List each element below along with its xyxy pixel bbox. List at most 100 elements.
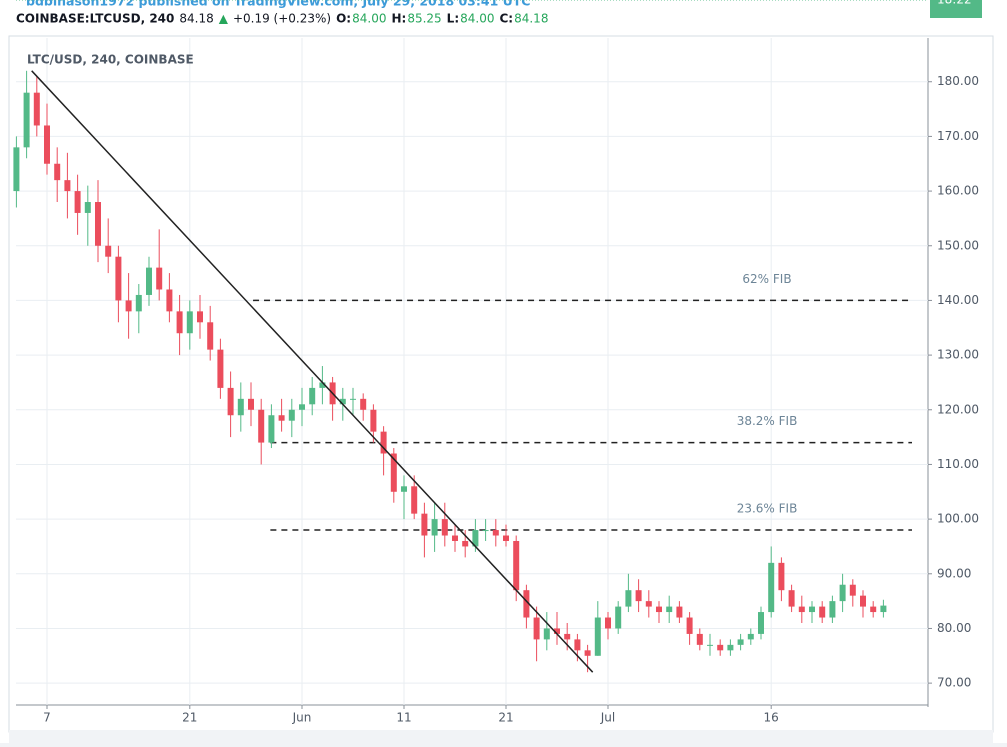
candle-body [105, 245, 112, 257]
candle-body [421, 513, 428, 536]
frame [8, 35, 994, 733]
candle-body [370, 409, 377, 432]
countdown-label: 18:22 [937, 0, 972, 7]
candle-body [146, 267, 152, 295]
candle-body [829, 601, 836, 618]
candle-body [645, 601, 652, 607]
candle-body [176, 311, 183, 334]
candle-body [462, 540, 469, 547]
candle-body [472, 530, 479, 547]
candle-body [809, 606, 815, 613]
candle-body [860, 595, 866, 607]
candle-body [727, 644, 734, 651]
candle-body [798, 606, 805, 613]
candle-body [513, 540, 520, 591]
header-arrow: ▲ [219, 12, 229, 26]
candle-body [849, 584, 856, 596]
candle-body [584, 650, 591, 656]
y-tick-label: 80.00 [937, 621, 971, 635]
fib-label: 38.2% FIB [737, 414, 798, 428]
fib-label: 23.6% FIB [737, 502, 798, 516]
header-h: 85.25 [407, 12, 441, 26]
candle-body [452, 535, 458, 541]
y-tick-label: 90.00 [937, 566, 971, 580]
candle-body [503, 535, 509, 541]
candle-body [441, 519, 448, 536]
header-l-label: L: [447, 12, 459, 26]
candle-body [23, 92, 30, 148]
candle-body [696, 633, 703, 645]
footer-bar [9, 730, 993, 743]
y-tick-label: 170.00 [937, 129, 979, 143]
fib-label: 62% FIB [742, 272, 791, 286]
publisher: bdbinason1972 published on TradingView.c… [26, 0, 530, 9]
candle-body [258, 409, 265, 443]
candle-body [278, 415, 285, 421]
candle-body [411, 486, 418, 514]
y-tick-label: 70.00 [937, 676, 971, 690]
x-tick-label: Jul [600, 711, 615, 725]
header-l: 84.00 [460, 12, 494, 26]
x-tick-label: 21 [498, 711, 513, 725]
candle-body [319, 382, 326, 388]
trendline [31, 70, 594, 673]
candle-body [237, 398, 244, 416]
candle-body [778, 562, 785, 591]
candle-body [166, 289, 173, 312]
candle-body [84, 202, 91, 213]
candle-body [207, 322, 214, 350]
header-c-label: C: [499, 12, 513, 26]
candle-body [115, 256, 122, 301]
candle-body [227, 387, 234, 416]
y-tick-label: 100.00 [937, 512, 979, 526]
y-tick-label: 160.00 [937, 184, 979, 198]
x-tick-label: 21 [182, 711, 197, 725]
x-tick-label: 16 [764, 711, 779, 725]
candle-body [360, 398, 367, 410]
header-c: 84.18 [514, 12, 548, 26]
candle-body [737, 639, 744, 645]
candle-body [523, 590, 530, 618]
candle-body [44, 125, 50, 164]
candle-body [390, 453, 397, 492]
header-change: +0.19 (+0.23%) [233, 12, 331, 26]
candle-body [666, 606, 673, 613]
x-tick-label: 7 [43, 711, 51, 725]
candle-body [186, 311, 193, 334]
y-tick-label: 120.00 [937, 402, 979, 416]
candle-body [880, 605, 887, 613]
countdown-box [930, 0, 982, 18]
candle-body [533, 617, 540, 640]
candle-body [339, 398, 346, 405]
candle-body [747, 633, 754, 640]
candle-body [574, 639, 581, 651]
candle-body [268, 415, 275, 443]
y-tick-label: 130.00 [937, 348, 979, 362]
candle-body [248, 398, 254, 410]
candle-body [380, 431, 387, 454]
header-symbol: COINBASE:LTCUSD, 240 [16, 12, 174, 26]
candle-body [758, 612, 764, 634]
x-tick-label: Jun [292, 711, 312, 725]
chart-title: LTC/USD, 240, COINBASE [27, 53, 194, 67]
candle-body [74, 191, 81, 213]
y-tick-label: 150.00 [937, 238, 979, 252]
header-line: COINBASE:LTCUSD, 240 84.18 ▲ +0.19 (+0.23%)… [16, 12, 548, 26]
candle-body [594, 617, 601, 656]
candle-body [156, 267, 163, 290]
candle-body [554, 628, 560, 634]
candle-body [309, 387, 316, 405]
candle-body [707, 644, 713, 646]
candle-body [431, 519, 438, 536]
candle-body [125, 300, 132, 312]
candle-body [768, 562, 775, 613]
candle-body [135, 294, 142, 312]
candle-body [676, 606, 683, 618]
candle-body [819, 606, 826, 618]
candle-body [401, 486, 407, 492]
header-last: 84.18 [179, 12, 213, 26]
candle-body [54, 163, 61, 181]
candle-body [686, 617, 693, 634]
